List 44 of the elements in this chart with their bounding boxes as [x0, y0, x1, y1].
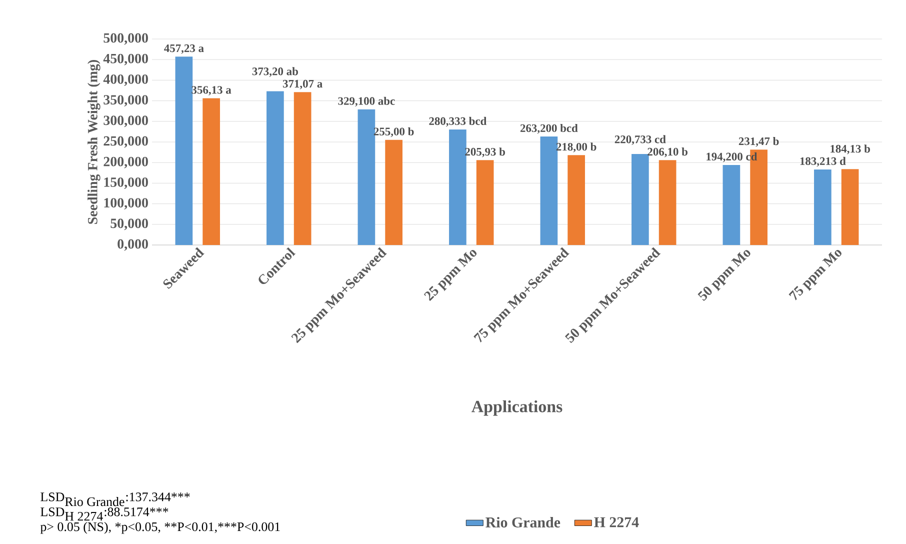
- bar: [294, 92, 312, 245]
- bar: [175, 56, 193, 245]
- legend-label: Rio Grande: [486, 516, 560, 528]
- bar: [266, 91, 284, 245]
- y-tick-label: 50,000: [110, 218, 148, 230]
- bar: [202, 98, 220, 245]
- y-tick-label: 450,000: [103, 54, 148, 66]
- data-label: 329,100 abc: [338, 96, 395, 107]
- bar: [476, 160, 494, 245]
- text: $\mbox{LSD}_{\mbox{H 2274}}\mbox{:88.5174***}$: [40, 507, 168, 521]
- text: $\mbox{p> 0.05 (NS), *p<0.05, **P<0.01,***P<0.001}$: [40, 522, 280, 534]
- y-tick-label: 200,000: [104, 156, 148, 168]
- y-tick-label: 300,000: [104, 116, 148, 128]
- bar: [568, 155, 585, 245]
- bar: [814, 170, 832, 245]
- bar: [632, 154, 649, 245]
- text: $\mbox{LSD}_{\mbox{Rio Grande}}\mbox{:137.344***}$: [40, 492, 190, 506]
- legend-label: H 2274: [594, 517, 639, 528]
- data-label: 183,213 d: [800, 156, 846, 167]
- bar: [449, 129, 466, 245]
- data-label: 263,200 bcd: [520, 124, 578, 134]
- bar: [385, 140, 402, 245]
- data-label: 373,20 ab: [252, 67, 298, 77]
- data-label: 280,333 bcd: [429, 116, 487, 127]
- y-tick-label: 400,000: [103, 74, 148, 86]
- data-label: 220,733 cd: [614, 135, 666, 145]
- bar: [722, 164, 740, 245]
- y-tick-label: 0,000: [118, 239, 148, 251]
- bar: [540, 136, 558, 245]
- y-tick-label: 150,000: [104, 177, 148, 189]
- y-tick-label: 350,000: [104, 95, 148, 106]
- bar: [358, 109, 376, 245]
- data-label: 231,47 b: [738, 137, 779, 147]
- y-tick-label: 100,000: [104, 198, 148, 210]
- data-label: 206,10 b: [648, 148, 688, 158]
- data-label: 371,07 a: [282, 80, 322, 90]
- y-tick-label: 500,000: [104, 33, 148, 45]
- x-axis-title: Applications: [472, 400, 562, 416]
- data-label: 457,23 a: [164, 44, 204, 54]
- bar: [658, 160, 676, 245]
- data-label: 184,13 b: [830, 144, 870, 154]
- bar: [841, 169, 859, 245]
- y-axis-title: Seedling Fresh Weight (mg): [88, 60, 100, 224]
- y-tick-label: 250,000: [104, 136, 148, 148]
